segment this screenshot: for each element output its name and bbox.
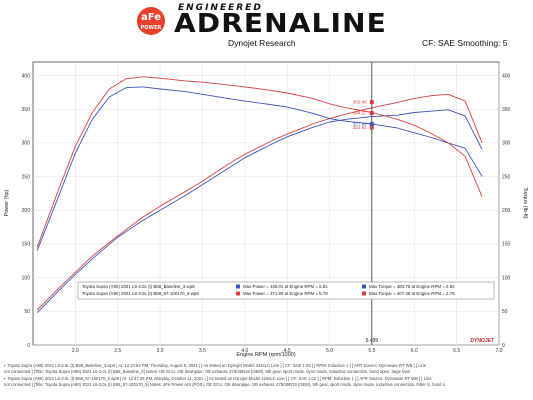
y-right-tick-label: 350	[502, 107, 511, 113]
legend-run-name: Toyota Supra (A90) 2021 L6-3.0L (t) B58_…	[82, 284, 195, 289]
y-tick-label: 0	[27, 343, 30, 349]
y-right-tick-label: 150	[502, 242, 511, 248]
x-tick-label: 3.5	[199, 348, 206, 354]
brand-title: ADRENALINE	[174, 9, 387, 39]
readout-marker	[369, 122, 374, 127]
legend-max-power: Max Power = 371.99 at Engine RPM = 5.78	[243, 291, 328, 296]
run-notes: ▪ Toyota Supra (A90) 2021 L6-3.0L (t) B58…	[0, 360, 533, 400]
series-line-2	[36, 86, 483, 251]
y-right-tick-label: 200	[502, 208, 511, 214]
run-marker-icon: ▪	[4, 376, 6, 381]
legend-max-torque: Max Torque = 407.39 at Engine RPM = 2.76	[369, 291, 455, 296]
series-line-1	[36, 93, 483, 311]
svg-text:POWER: POWER	[141, 25, 162, 31]
x-tick-label: 2.5	[114, 348, 121, 354]
y-tick-label: 350	[22, 107, 31, 113]
y-tick-label: 200	[22, 208, 31, 214]
y-right-tick-label: 250	[502, 174, 511, 180]
x-tick-label: 4.0	[241, 348, 248, 354]
y-tick-label: 150	[22, 242, 31, 248]
x-tick-label: 6.0	[411, 348, 418, 354]
y-tick-label: 50	[24, 309, 30, 315]
readout-value: 322.61	[353, 125, 367, 130]
legend-power-swatch	[236, 291, 240, 296]
axis-ticks: 2.0 2.5 3.0 3.5 4.0 4.5 5.0 5.5 6.0 6.5 7.00 050 501…	[22, 73, 511, 354]
y-right-tick-label: 50	[502, 309, 508, 315]
series-line-3	[36, 76, 483, 248]
y-right-tick-label: 0	[502, 343, 505, 349]
readout-marker	[369, 100, 374, 105]
y-axis-label: Power (hp)	[4, 189, 10, 216]
y-tick-label: 100	[22, 275, 31, 281]
correction-factor: CF: SAE Smoothing: 5	[422, 38, 508, 48]
legend-box: Toyota Supra (A90) 2021 L6-3.0L (t) B58_…	[77, 281, 495, 300]
run-note-line: not connected ] [Title: Toyota Supra (A9…	[4, 369, 411, 374]
x-tick-label: 7.0	[496, 348, 503, 354]
legend-power-swatch	[236, 284, 240, 289]
run-note-line: ▪ Toyota Supra (A90) 2021 L6-3.0L (t) B58…	[4, 363, 427, 368]
readout-value: 344.27	[353, 111, 367, 116]
run-note-line: ▪ Toyota Supra (A90) 2021 L6-3.0L (t) B58…	[4, 376, 432, 381]
legend-torque-swatch	[362, 284, 366, 289]
readout-marker	[369, 125, 374, 130]
x-tick-label: 3.0	[157, 348, 164, 354]
afe-power-logo: aFe POWER	[137, 7, 165, 35]
dynojet-watermark: DYNOJET	[470, 338, 495, 344]
legend-max-power: Max Power = 349.01 at Engine RPM = 6.81	[243, 284, 328, 289]
series-lines	[36, 76, 483, 314]
y-tick-label: 400	[22, 73, 31, 79]
x-axis-label: Engine RPM (rpm/1000)	[236, 352, 295, 358]
x-tick-label: 6.5	[453, 348, 460, 354]
svg-text:aFe: aFe	[141, 12, 161, 23]
series-line-0	[36, 109, 483, 314]
y-right-tick-label: 300	[502, 141, 511, 147]
y-axis-right-label: Torque (lb-ft)	[522, 187, 528, 218]
y-tick-label: 250	[22, 174, 31, 180]
x-tick-label: 5.5	[368, 348, 375, 354]
brand-tagline: ENGINEERED	[178, 3, 263, 13]
cursor-rpm-label: 5.499	[366, 338, 379, 344]
y-tick-label: 300	[22, 141, 31, 147]
x-tick-label: 5.0	[326, 348, 333, 354]
readout-marker	[369, 111, 374, 116]
legend-max-torque: Max Torque = 383.75 at Engine RPM = 2.82	[369, 284, 455, 289]
readout-value: 360.46	[353, 100, 367, 105]
report-header: aFe POWER ENGINEERED ADRENALINE Dynojet …	[0, 0, 533, 48]
plot-area	[32, 61, 500, 346]
run-note-line: not connected ] [Title: Toyota Supra (A9…	[4, 382, 445, 387]
run-marker-icon: ▪	[4, 363, 6, 368]
y-right-tick-label: 100	[502, 275, 511, 281]
report-source: Dynojet Research	[228, 38, 296, 48]
x-tick-label: 4.5	[284, 348, 291, 354]
legend-run-name: Toyota Supra (A90) 2021 L6-3.0L (t) B58_…	[82, 291, 199, 296]
readout-value: 327.96	[353, 122, 367, 127]
y-right-tick-label: 400	[502, 73, 511, 79]
x-tick-label: 2.0	[72, 348, 79, 354]
legend-torque-swatch	[362, 291, 366, 296]
